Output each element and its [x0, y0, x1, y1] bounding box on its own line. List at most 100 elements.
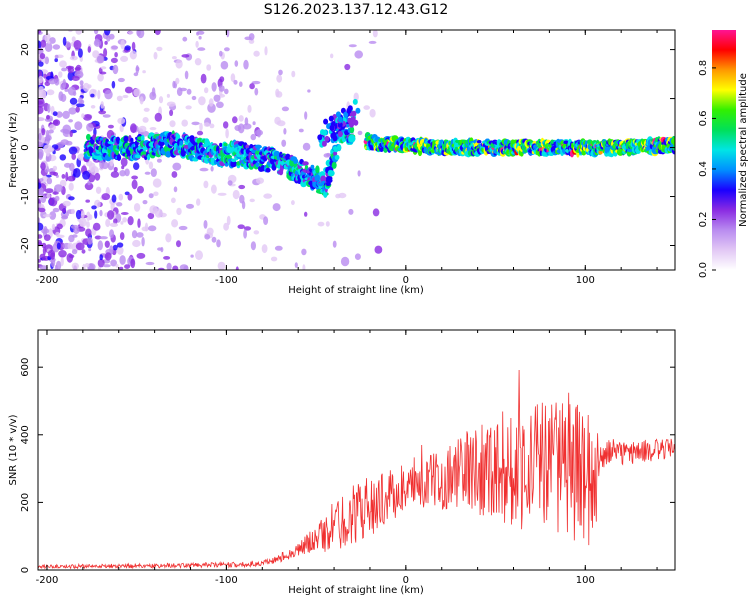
colorbar: 0.0 0.2 0.4 0.6 0.8 Normalized spectral ampl… — [698, 30, 749, 278]
spectrogram-cell — [39, 265, 48, 270]
spectrogram-cell — [112, 244, 119, 251]
spectrogram-cell — [92, 222, 101, 231]
spectrogram-cell — [304, 211, 308, 217]
spectrogram-cell — [86, 221, 90, 228]
spectrogram-cell — [369, 108, 376, 118]
colorbar-tick-label: 0.0 — [698, 262, 709, 278]
spectrogram-cell — [235, 266, 239, 270]
spectrogram-cell — [144, 171, 151, 175]
spectrogram-cell — [68, 107, 77, 115]
spectrogram-cell — [52, 165, 58, 171]
spectrogram-cell — [38, 132, 42, 141]
spectrogram-cell — [148, 225, 157, 232]
spectrogram-cell — [61, 174, 66, 179]
spectrogram-cell — [217, 261, 226, 270]
spectrogram-cell — [62, 78, 67, 89]
spectrogram-cell — [219, 50, 223, 57]
spectrogram-cell — [261, 244, 268, 254]
spectrogram-cell — [40, 39, 46, 48]
spectrogram-cell — [372, 30, 378, 38]
spectrogram-cell — [45, 135, 52, 141]
snr-ylabel: SNR (10 * v/v) — [8, 414, 19, 485]
spectrogram-ylabel: Frequency (Hz) — [8, 112, 19, 188]
spectrogram-cell — [91, 205, 97, 210]
spectrogram-cell — [523, 149, 528, 153]
spectrogram-cell — [210, 166, 214, 172]
spectrogram-cell — [88, 247, 92, 252]
spectrogram-cell — [99, 159, 105, 170]
spectrogram-cell — [120, 55, 129, 63]
spectrogram-cell — [80, 210, 85, 219]
spectrogram-cell — [223, 121, 229, 129]
spectrogram-cell — [325, 221, 330, 227]
spectrogram-cell — [249, 83, 255, 90]
spectrogram-cell — [100, 101, 104, 109]
spectrogram-cell — [54, 54, 59, 59]
spectrogram-cell — [276, 120, 286, 127]
spectrogram-cell — [198, 96, 206, 106]
spectrogram-cell — [110, 57, 118, 64]
spectrogram-cell — [116, 95, 123, 102]
spectrogram-cell — [38, 182, 42, 189]
spectrogram-cell — [203, 156, 210, 164]
spectrogram-cell — [253, 50, 260, 57]
spectrogram-cell — [175, 77, 180, 85]
spectrogram-cell — [281, 139, 287, 147]
spectrogram-cell — [50, 257, 56, 268]
spectrogram-cell — [95, 186, 102, 194]
spectrogram-cell — [112, 64, 119, 75]
spectrogram-cell — [426, 143, 431, 148]
snr-frame — [37, 329, 676, 571]
spectrogram-cell — [157, 267, 165, 270]
spectrogram-cell — [71, 249, 78, 255]
spectrogram-cell — [204, 234, 211, 240]
spectrogram-cell — [43, 226, 48, 234]
spectrogram-cell — [104, 40, 108, 45]
spectrogram-cell — [87, 46, 92, 53]
spectrogram-cell — [165, 150, 172, 158]
spectrogram-cell — [69, 130, 73, 137]
spectrogram-cell — [355, 107, 361, 114]
spectrogram-cell — [75, 242, 85, 251]
spectrogram-cell — [142, 70, 146, 74]
spectrogram-cell — [348, 44, 357, 48]
spectrogram-cell — [38, 105, 44, 115]
spectrogram-cell — [122, 217, 127, 223]
spectrogram-cell — [74, 67, 82, 71]
spectrogram-cell — [329, 124, 335, 131]
spectrogram-cell — [227, 180, 233, 186]
spectrogram-cell — [119, 255, 126, 265]
spectrogram-cell — [97, 89, 101, 100]
spectrogram-cell — [93, 30, 99, 35]
spectrogram-cell — [148, 161, 154, 170]
spectrogram-cell — [344, 63, 351, 71]
spectrogram-cell — [47, 40, 51, 44]
spectrogram-cell — [224, 47, 230, 52]
spectrogram-cell — [357, 130, 363, 136]
spectrogram-cell — [476, 140, 482, 144]
spectrogram-cell — [256, 145, 262, 149]
colorbar-label: Normalized spectral amplitude — [738, 73, 749, 227]
spectrogram-cell — [92, 89, 97, 93]
chart-title: S126.2023.137.12.43.G12 — [264, 2, 449, 18]
spectrogram-heatmap — [38, 30, 675, 270]
spectrogram-cell — [185, 105, 192, 110]
spectrogram-cell — [44, 56, 49, 65]
spectrogram-cell — [337, 131, 343, 137]
spectrogram-cell — [211, 82, 217, 92]
spectrogram-cell — [150, 168, 157, 178]
spectrogram-cell — [81, 249, 86, 254]
spectrogram-cell — [217, 192, 227, 196]
spectrogram-cell — [71, 76, 80, 81]
spectrogram-cell — [48, 129, 54, 134]
spectrogram-cell — [127, 216, 134, 226]
spectrogram-cell — [130, 137, 134, 143]
spectrogram-cell — [223, 222, 230, 231]
spectrogram-cell — [96, 55, 105, 64]
spectrogram-cell — [181, 119, 188, 127]
spectrogram-cell — [45, 155, 50, 162]
spectrogram-cell — [142, 117, 149, 123]
snr-xlabel: Height of straight line (km) — [288, 585, 424, 596]
spectrogram-cell — [123, 135, 129, 143]
spectrogram-cell — [62, 200, 71, 207]
